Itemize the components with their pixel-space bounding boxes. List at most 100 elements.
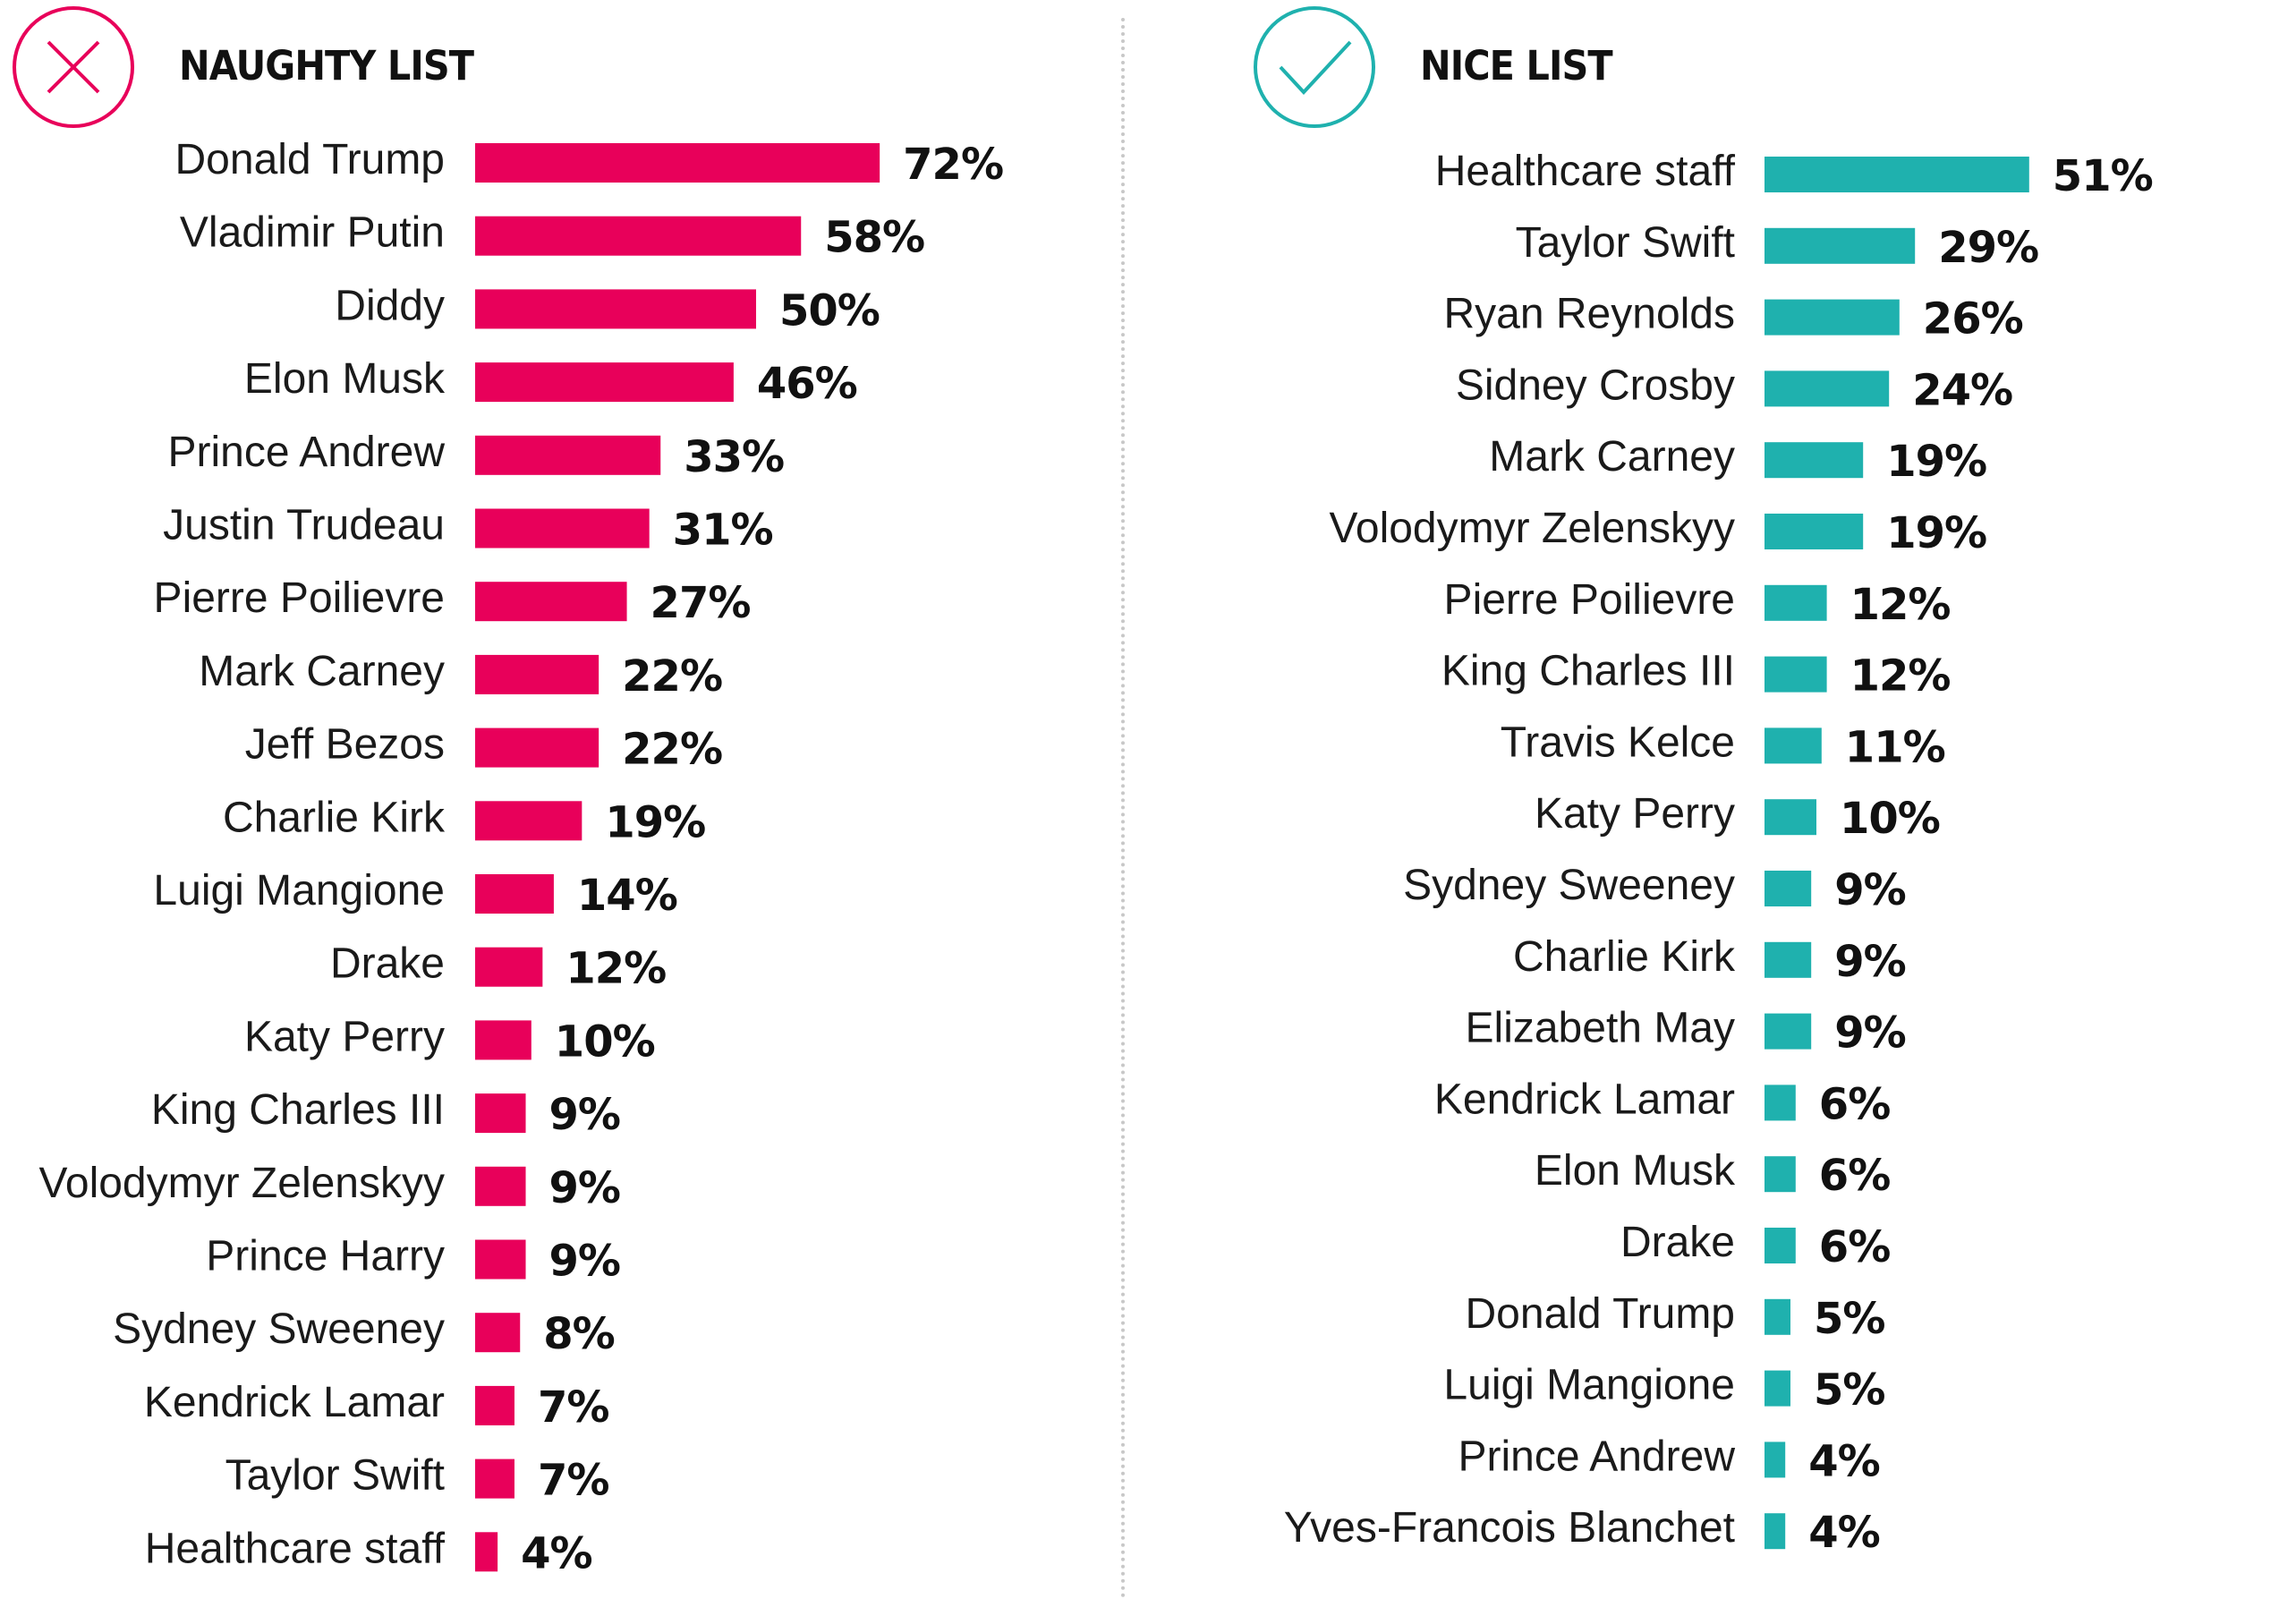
value-label: 8% xyxy=(543,1309,615,1359)
category-label: Jeff Bezos xyxy=(245,721,445,769)
value-label: 4% xyxy=(1808,1508,1880,1558)
category-label: Pierre Poilievre xyxy=(1444,576,1735,624)
category-label: Donald Trump xyxy=(175,136,445,183)
x-circle-icon xyxy=(13,6,134,128)
value-label: 12% xyxy=(1850,651,1951,702)
bar xyxy=(1765,1513,1786,1550)
value-label: 4% xyxy=(1808,1436,1880,1486)
bar xyxy=(475,362,734,403)
value-label: 58% xyxy=(824,213,924,263)
bar xyxy=(1765,442,1864,479)
bar xyxy=(475,143,880,183)
bar xyxy=(1765,727,1822,764)
bar xyxy=(1765,1013,1812,1050)
bar xyxy=(1765,514,1864,549)
category-label: Sydney Sweeney xyxy=(1403,862,1735,909)
category-label: Mark Carney xyxy=(199,648,445,695)
check-circle-icon xyxy=(1254,6,1375,128)
nice-bar-chart: Healthcare staff 51% Taylor Swift 29% Ryan R… xyxy=(1284,148,2154,1558)
value-label: 29% xyxy=(1938,223,2038,273)
bar xyxy=(1765,299,1900,336)
value-label: 6% xyxy=(1819,1079,1891,1129)
value-label: 9% xyxy=(549,1090,621,1140)
value-label: 46% xyxy=(757,359,857,409)
bar xyxy=(1765,1156,1796,1193)
bar xyxy=(1765,584,1827,621)
value-label: 9% xyxy=(1834,865,1906,915)
bar xyxy=(475,727,600,768)
bar xyxy=(475,1020,531,1060)
bar xyxy=(1765,1298,1790,1335)
category-label: Charlie Kirk xyxy=(1513,933,1736,981)
bar xyxy=(1765,1442,1786,1478)
category-label: Katy Perry xyxy=(244,1013,445,1060)
category-label: King Charles III xyxy=(151,1086,445,1134)
value-label: 9% xyxy=(1834,937,1906,987)
bar xyxy=(1765,941,1812,978)
value-label: 7% xyxy=(538,1382,609,1433)
category-label: Healthcare staff xyxy=(145,1525,446,1572)
value-label: 19% xyxy=(1886,508,1986,558)
bar xyxy=(475,508,650,549)
value-label: 51% xyxy=(2053,151,2153,201)
value-label: 19% xyxy=(1886,437,1986,487)
bar xyxy=(1765,1370,1790,1407)
category-label: Pierre Poilievre xyxy=(154,574,445,622)
value-label: 27% xyxy=(651,578,751,628)
nice-list-panel: NICE LIST Healthcare staff 51% Taylor Swif… xyxy=(1127,0,2296,1599)
value-label: 9% xyxy=(549,1163,621,1213)
value-label: 26% xyxy=(1923,294,2023,344)
bar xyxy=(475,1385,514,1425)
center-divider xyxy=(1121,18,1125,1599)
category-label: Justin Trudeau xyxy=(163,502,445,549)
bar xyxy=(475,1239,526,1280)
bar xyxy=(1765,871,1812,906)
value-label: 10% xyxy=(555,1016,655,1067)
bar xyxy=(1765,1084,1796,1121)
bar xyxy=(475,216,802,256)
bar xyxy=(475,289,756,329)
category-label: Prince Andrew xyxy=(1458,1433,1736,1480)
naughty-list-title: NAUGHTY LIST xyxy=(179,42,474,89)
value-label: 5% xyxy=(1814,1294,1885,1344)
category-label: Taylor Swift xyxy=(225,1452,445,1500)
value-label: 6% xyxy=(1819,1151,1891,1201)
bar xyxy=(475,801,583,841)
value-label: 12% xyxy=(565,944,666,994)
category-label: Volodymyr Zelenskyy xyxy=(39,1160,446,1207)
bar xyxy=(475,1313,521,1353)
category-label: Luigi Mangione xyxy=(153,867,445,914)
value-label: 31% xyxy=(673,506,773,556)
value-label: 9% xyxy=(1834,1008,1906,1059)
value-label: 24% xyxy=(1912,365,2012,415)
value-label: 22% xyxy=(622,651,722,702)
bar xyxy=(475,654,600,694)
bar xyxy=(1765,370,1890,407)
category-label: Elizabeth May xyxy=(1466,1005,1735,1052)
category-label: King Charles III xyxy=(1441,648,1735,695)
bar xyxy=(475,435,661,475)
bar xyxy=(1765,799,1816,836)
bar xyxy=(475,874,554,914)
value-label: 14% xyxy=(577,871,677,921)
category-label: Diddy xyxy=(335,282,445,329)
value-label: 12% xyxy=(1850,580,1951,630)
category-label: Sydney Sweeney xyxy=(113,1306,445,1353)
value-label: 11% xyxy=(1845,722,1945,772)
value-label: 5% xyxy=(1814,1365,1885,1416)
bar xyxy=(475,1093,526,1134)
bar xyxy=(475,1166,526,1206)
naughty-bar-chart: Donald Trump 72% Vladimir Putin 58% Diddy 50%… xyxy=(39,136,1005,1578)
category-label: Vladimir Putin xyxy=(180,209,445,257)
value-label: 33% xyxy=(684,432,784,482)
category-label: Elon Musk xyxy=(244,355,446,403)
bar xyxy=(475,1532,498,1572)
bar xyxy=(475,947,543,987)
category-label: Donald Trump xyxy=(1466,1290,1735,1338)
value-label: 6% xyxy=(1819,1222,1891,1272)
category-label: Drake xyxy=(1620,1219,1735,1266)
category-label: Sidney Crosby xyxy=(1456,361,1735,409)
value-label: 50% xyxy=(779,285,880,336)
category-label: Ryan Reynolds xyxy=(1444,291,1736,338)
category-label: Drake xyxy=(330,940,445,988)
